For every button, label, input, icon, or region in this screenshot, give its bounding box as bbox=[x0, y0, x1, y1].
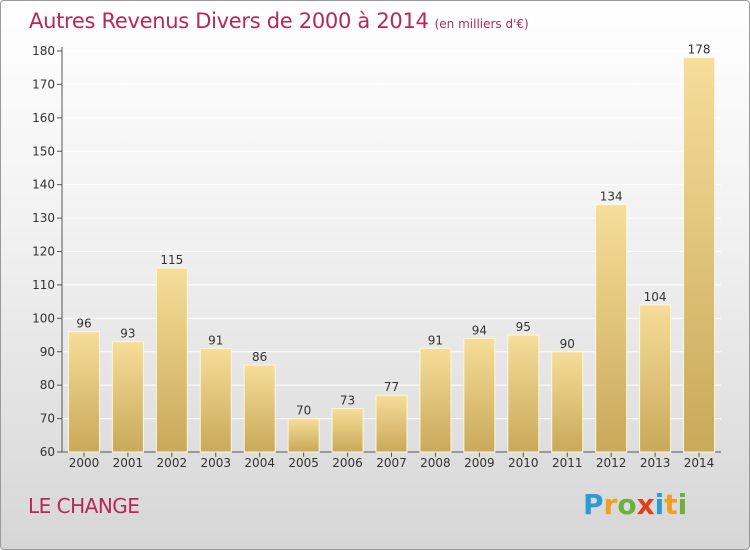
bar bbox=[507, 334, 540, 453]
data-label: 90 bbox=[560, 337, 575, 351]
x-tick-label: 2000 bbox=[69, 456, 100, 470]
data-label: 70 bbox=[296, 404, 311, 418]
x-tick-label: 2011 bbox=[552, 456, 583, 470]
data-label: 104 bbox=[644, 290, 667, 304]
y-tick-label: 80 bbox=[40, 378, 55, 392]
data-label: 86 bbox=[252, 350, 267, 364]
data-label: 94 bbox=[472, 323, 487, 337]
logo-letter: x bbox=[636, 488, 655, 521]
x-tick-label: 2005 bbox=[288, 456, 319, 470]
bar bbox=[67, 331, 100, 453]
title-unit: (en milliers d'€) bbox=[434, 17, 529, 31]
bar bbox=[683, 57, 716, 453]
bar bbox=[551, 351, 584, 453]
logo-letter: P bbox=[583, 488, 604, 521]
x-tick-label: 2014 bbox=[684, 456, 715, 470]
bar bbox=[463, 337, 496, 453]
logo-letter: i bbox=[654, 488, 665, 521]
x-tick-label: 2001 bbox=[113, 456, 144, 470]
logo-letter: r bbox=[603, 488, 618, 521]
bar bbox=[287, 418, 320, 453]
x-tick-label: 2006 bbox=[332, 456, 363, 470]
data-label: 95 bbox=[516, 320, 531, 334]
data-label: 91 bbox=[428, 333, 443, 347]
x-tick-label: 2013 bbox=[640, 456, 671, 470]
data-label: 115 bbox=[160, 253, 183, 267]
place-name: LE CHANGE bbox=[28, 494, 140, 518]
data-label: 178 bbox=[688, 43, 711, 57]
bar bbox=[375, 394, 408, 453]
bar bbox=[419, 347, 452, 453]
bar bbox=[595, 204, 628, 453]
logo-letter: t bbox=[664, 488, 678, 521]
y-tick-label: 110 bbox=[32, 278, 55, 292]
y-tick-label: 180 bbox=[32, 44, 55, 58]
x-tick-label: 2010 bbox=[508, 456, 539, 470]
y-tick-label: 150 bbox=[32, 144, 55, 158]
x-tick-label: 2012 bbox=[596, 456, 627, 470]
data-label: 77 bbox=[384, 380, 399, 394]
y-tick-label: 170 bbox=[32, 77, 55, 91]
x-tick-label: 2007 bbox=[376, 456, 407, 470]
data-label: 96 bbox=[76, 317, 91, 331]
y-tick-label: 70 bbox=[40, 412, 55, 426]
bar bbox=[199, 347, 232, 453]
proxiti-logo: Proxiti bbox=[583, 488, 687, 521]
data-label: 91 bbox=[208, 333, 223, 347]
chart-title: Autres Revenus Divers de 2000 à 2014 (en … bbox=[29, 9, 529, 33]
x-tick-label: 2009 bbox=[464, 456, 495, 470]
y-tick-label: 130 bbox=[32, 211, 55, 225]
x-tick-label: 2004 bbox=[244, 456, 275, 470]
title-main: Autres Revenus Divers de 2000 à 2014 bbox=[29, 9, 429, 33]
logo-letter: o bbox=[617, 488, 637, 521]
bar bbox=[243, 364, 276, 453]
logo-letter: i bbox=[677, 488, 688, 521]
y-tick-label: 120 bbox=[32, 245, 55, 259]
data-label: 93 bbox=[120, 327, 135, 341]
bar bbox=[155, 267, 188, 453]
y-tick-label: 60 bbox=[40, 445, 55, 459]
y-tick-label: 160 bbox=[32, 111, 55, 125]
bar bbox=[639, 304, 672, 453]
bar bbox=[331, 408, 364, 453]
bars bbox=[67, 57, 716, 453]
y-tick-label: 90 bbox=[40, 345, 55, 359]
labels: 60 70 80 90 100 110 120 130 140 150 160 170 180 96 200… bbox=[32, 43, 714, 470]
y-tick-label: 100 bbox=[32, 311, 55, 325]
bar bbox=[111, 341, 144, 453]
y-tick-label: 140 bbox=[32, 178, 55, 192]
x-tick-label: 2002 bbox=[157, 456, 188, 470]
data-label: 134 bbox=[600, 190, 623, 204]
x-tick-label: 2008 bbox=[420, 456, 451, 470]
x-tick-label: 2003 bbox=[200, 456, 231, 470]
data-label: 73 bbox=[340, 394, 355, 408]
